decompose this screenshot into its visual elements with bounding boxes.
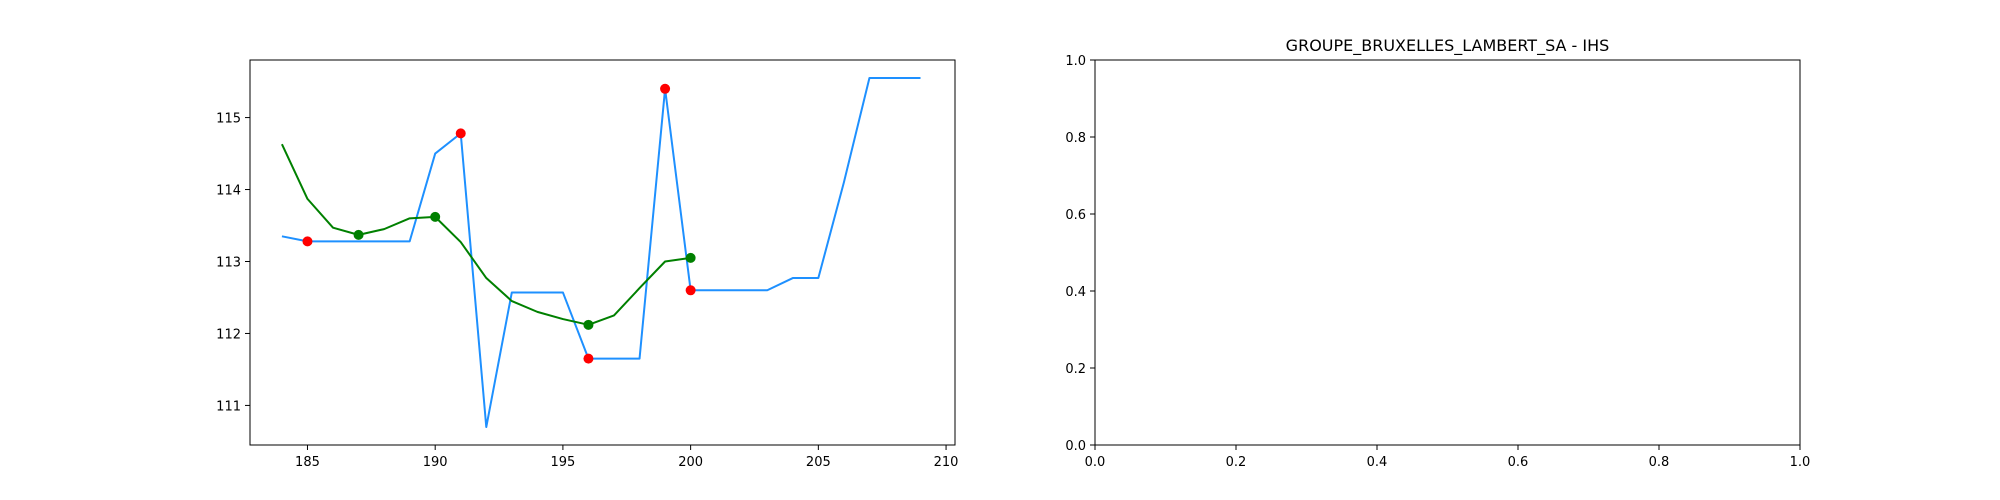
right-xtick-label-5: 1.0 (1790, 455, 1811, 470)
right-ytick-label-0: 0.0 (1065, 439, 1086, 454)
left-ytick-label-4: 115 (216, 112, 241, 127)
right-axes-frame (1094, 59, 1801, 446)
right-ytick-label-1: 0.2 (1065, 362, 1086, 377)
left-ytick-label-1: 112 (216, 327, 241, 342)
left-ytick-label-3: 114 (216, 184, 241, 199)
left-marker-2-4 (685, 285, 696, 296)
left-marker-3-1 (430, 211, 441, 222)
right-chart: GROUPE_BRUXELLES_LAMBERT_SA - IHS 0.0 0.2… (1065, 36, 1810, 470)
left-y-axis: 111 112 113 114 115 (216, 112, 250, 414)
right-chart-title: GROUPE_BRUXELLES_LAMBERT_SA - IHS (1286, 36, 1610, 56)
right-xtick-label-2: 0.4 (1367, 455, 1388, 470)
right-ytick-label-3: 0.6 (1065, 208, 1086, 223)
right-xtick-label-3: 0.6 (1508, 455, 1529, 470)
left-marker-2-3 (660, 83, 671, 94)
left-marker-3-0 (353, 229, 364, 240)
left-x-axis: 185 190 195 200 205 210 (295, 445, 958, 470)
left-marker-3-3 (685, 252, 696, 263)
left-xtick-label-4: 205 (806, 455, 831, 470)
left-marker-2-2 (583, 353, 594, 364)
left-xtick-label-5: 210 (934, 455, 959, 470)
right-x-axis: 0.0 0.2 0.4 0.6 0.8 1.0 (1085, 445, 1811, 470)
left-ytick-label-0: 111 (216, 399, 241, 414)
left-marker-2-1 (455, 128, 466, 139)
right-ytick-label-4: 0.8 (1065, 131, 1086, 146)
left-axes-frame (249, 59, 956, 446)
right-xtick-label-0: 0.0 (1085, 455, 1106, 470)
left-chart: 185 190 195 200 205 210 111 112 113 114 115 (216, 59, 958, 470)
right-xtick-label-4: 0.8 (1649, 455, 1670, 470)
left-series-line-1 (281, 143, 691, 326)
left-marker-2-0 (302, 236, 313, 247)
right-ytick-label-5: 1.0 (1065, 54, 1086, 69)
left-xtick-label-0: 185 (295, 455, 320, 470)
left-plot-area (281, 76, 921, 429)
right-xtick-label-1: 0.2 (1226, 455, 1247, 470)
left-ytick-label-2: 113 (216, 255, 241, 270)
left-xtick-label-1: 190 (423, 455, 448, 470)
left-xtick-label-3: 200 (678, 455, 703, 470)
left-marker-3-2 (583, 319, 594, 330)
right-y-axis: 0.0 0.2 0.4 0.6 0.8 1.0 (1065, 54, 1095, 454)
left-series-line-0 (281, 76, 921, 429)
right-ytick-label-2: 0.4 (1065, 285, 1086, 300)
left-xtick-label-2: 195 (550, 455, 575, 470)
